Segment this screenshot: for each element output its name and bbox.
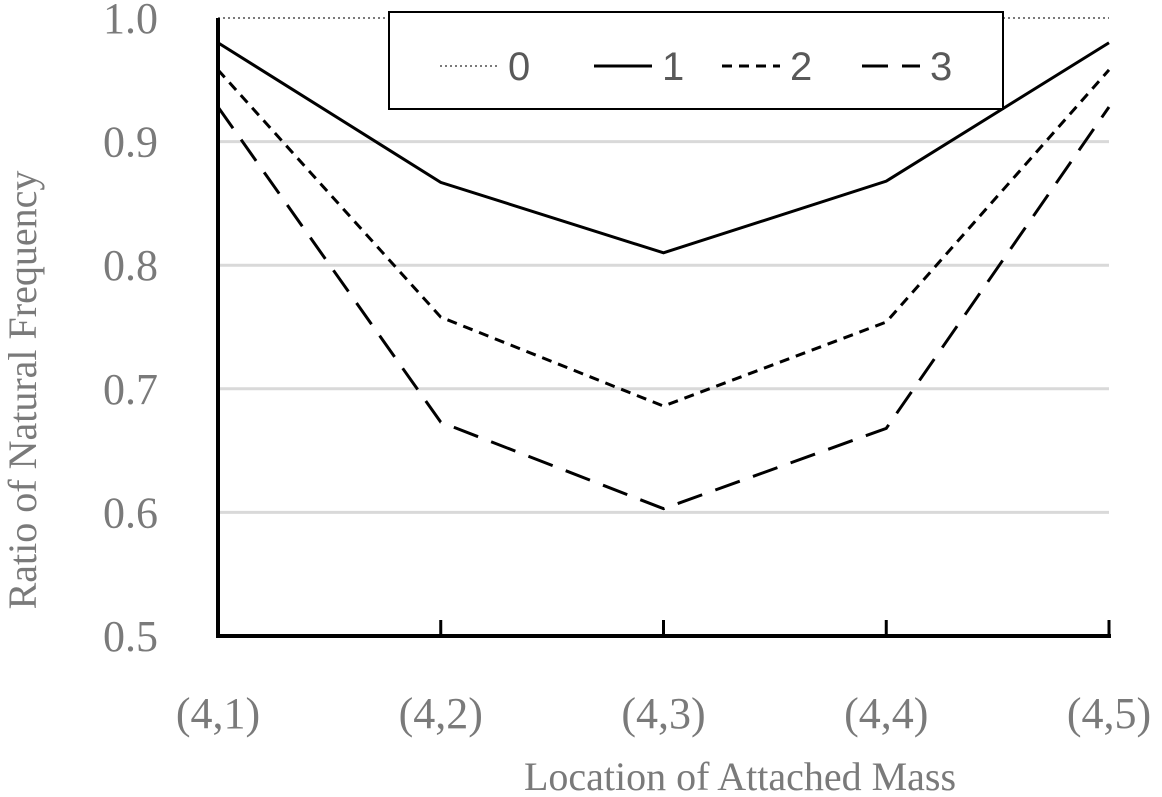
y-axis-tick-labels: 0.5 0.6 0.7 0.8 0.9 1.0 <box>103 0 158 661</box>
y-tick-label: 0.8 <box>103 241 158 290</box>
series-line-1 <box>217 41 1110 255</box>
y-tick-label: 0.7 <box>103 365 158 414</box>
x-tick-label: (4,5) <box>1067 689 1151 738</box>
y-tick-label: 0.6 <box>103 488 158 537</box>
x-tick-label: (4,4) <box>844 689 928 738</box>
legend-label-3: 3 <box>930 45 952 89</box>
series-line-3 <box>216 106 1111 511</box>
x-tick-label: (4,2) <box>399 689 483 738</box>
y-tick-label: 0.5 <box>103 612 158 661</box>
legend-label-0: 0 <box>508 45 530 89</box>
legend-label-1: 1 <box>662 45 684 89</box>
x-tick-label: (4,1) <box>176 689 260 738</box>
axes <box>216 18 1111 638</box>
x-axis-tick-labels: (4,1) (4,2) (4,3) (4,4) (4,5) <box>176 689 1151 738</box>
legend: 0 1 2 3 <box>388 11 1004 110</box>
y-tick-label: 1.0 <box>103 0 158 43</box>
x-tick-label: (4,3) <box>621 689 705 738</box>
legend-box <box>388 11 1004 110</box>
y-tick-label: 0.9 <box>103 118 158 167</box>
legend-label-2: 2 <box>790 45 812 89</box>
x-axis-title: Location of Attached Mass <box>524 754 956 797</box>
gridlines <box>218 140 1109 514</box>
y-axis-title: Ratio of Natural Frequency <box>0 171 45 610</box>
series-line-2 <box>216 68 1111 408</box>
